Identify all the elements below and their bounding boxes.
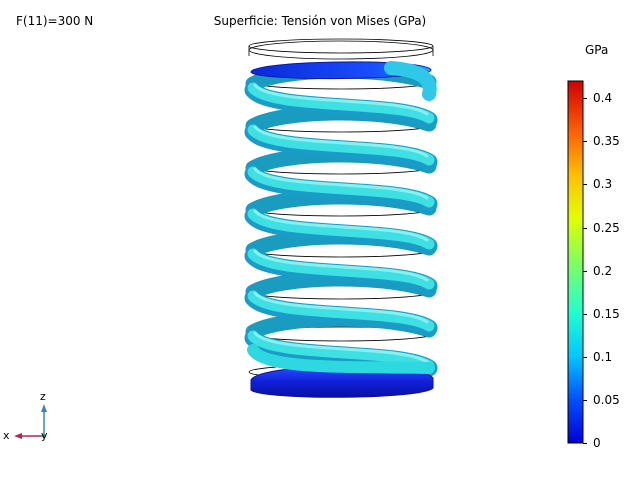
coil-front-highlight: [253, 167, 429, 200]
coil-front-highlight: [253, 249, 429, 282]
colorbar-tick-mark: [583, 184, 587, 186]
coil-front-segment: [247, 248, 435, 290]
coil-front-segment: [247, 166, 435, 208]
colorbar-tick-mark: [583, 313, 587, 315]
colorbar-tick-label: 0.05: [593, 392, 620, 407]
coil-front-segment: [247, 290, 435, 332]
z-axis-arrow: [41, 404, 47, 412]
coil-front-segment: [247, 208, 435, 250]
colorbar-tick-mark: [583, 141, 587, 143]
axis-label-y: y: [41, 429, 48, 442]
coil-front-highlight: [253, 125, 429, 158]
x-axis-arrow: [14, 433, 22, 439]
colorbar-gradient: [567, 80, 584, 444]
colorbar-tick-label: 0.35: [593, 134, 620, 149]
plot-title-text: Superficie: Tensión von Mises (GPa): [213, 14, 427, 28]
colorbar-tick-label: 0: [593, 436, 601, 450]
colorbar-tick-label: 0.3: [593, 177, 613, 192]
outline-top-ring: [248, 40, 434, 60]
colorbar-tick-label: 0.15: [593, 306, 620, 321]
coil-front-segment: [247, 82, 435, 124]
plot-title: Superficie: Tensión von Mises (GPa): [0, 14, 640, 28]
bottom-coil-transition: [247, 344, 435, 374]
coil-front-highlight: [253, 83, 429, 116]
top-end-transition: [384, 61, 437, 101]
colorbar-tick-mark: [583, 443, 587, 444]
axis-label-x: x: [3, 429, 10, 442]
axis-label-z: z: [40, 390, 46, 403]
colorbar-tick-mark: [583, 270, 587, 272]
coil-front-highlight: [253, 331, 429, 364]
colorbar-unit: GPa: [585, 43, 609, 57]
coil-front-segment: [247, 124, 435, 166]
y-axis-dot: [42, 434, 46, 438]
spring-coils-front: [244, 81, 438, 377]
colorbar-tick-mark: [583, 227, 587, 229]
colorbar-tick-mark: [583, 98, 587, 100]
colorbar-tick-mark: [583, 356, 587, 358]
coil-front-segment: [247, 330, 435, 372]
spring-ends: [247, 61, 437, 398]
coil-front-highlight: [253, 209, 429, 242]
colorbar-tick-label: 0.1: [593, 349, 613, 364]
colorbar-tick-label: 0.4: [593, 91, 613, 106]
axis-triad: [14, 404, 47, 439]
parameter-label: F(11)=300 N: [16, 14, 94, 28]
colorbar-tick-mark: [583, 399, 587, 401]
colorbar-tick-label: 0.25: [593, 220, 620, 235]
colorbar-tick-label: 0.2: [593, 263, 613, 278]
coil-front-highlight: [253, 291, 429, 324]
